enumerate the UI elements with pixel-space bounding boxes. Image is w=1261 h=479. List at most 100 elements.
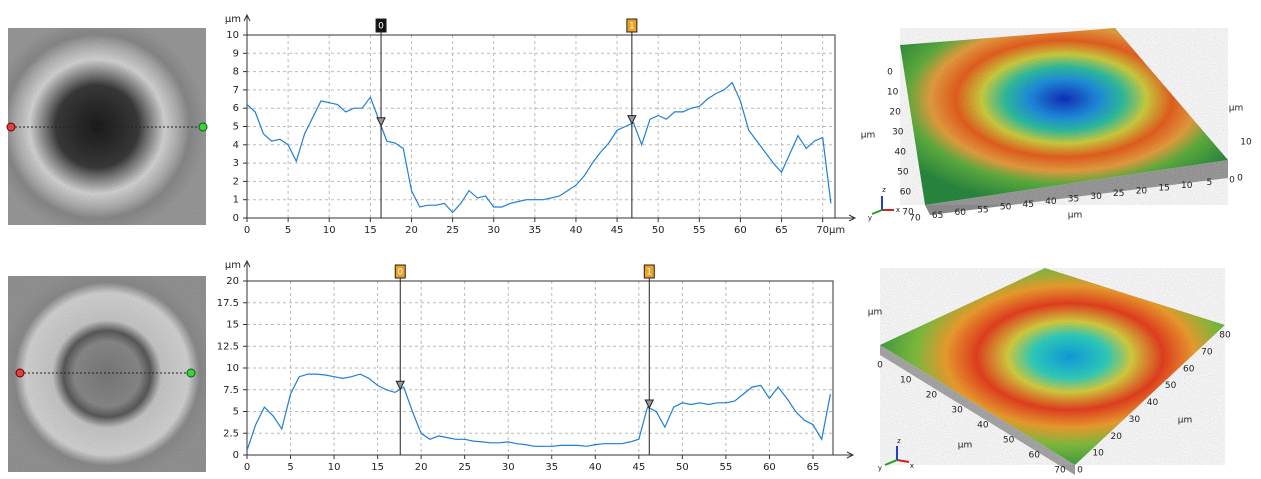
x-tick-label: 20 [415, 462, 428, 473]
x-tick-label: 15 [371, 462, 384, 473]
axis-triad [871, 196, 910, 466]
cursor-tag [394, 264, 406, 279]
y-tick-label: 10 [226, 30, 239, 41]
surface-tick-label: 50 [1165, 381, 1177, 391]
y-tick-label: 0 [233, 450, 239, 461]
surface-tick-label: 30 [1090, 192, 1102, 202]
surface-tick-label: 70 [1201, 347, 1213, 357]
y-tick-label: 2 [233, 176, 239, 187]
y-tick-label: 15 [226, 320, 239, 331]
surface-axis-label: μm [958, 441, 973, 451]
x-tick-label: 20 [405, 225, 418, 236]
surface-tick-label: 40 [977, 421, 989, 431]
y-tick-label: 7 [233, 85, 239, 96]
surface-tick-label: 15 [1158, 184, 1169, 194]
y-axis-label: μm [225, 14, 241, 25]
surface-tick-label: 40 [1147, 398, 1159, 408]
surface-axis-label: μm [868, 308, 883, 318]
surface-axis-label: μm [1178, 416, 1193, 426]
x-tick-label: 45 [611, 225, 624, 236]
surface-tick-label: 20 [889, 108, 901, 118]
surface-axis-label: μm [861, 131, 876, 141]
surface-tick-label: 10 [1240, 138, 1252, 148]
surface-axis-label: μm [1229, 104, 1244, 114]
cursor-label: 0 [397, 268, 403, 278]
axis-arrow [243, 13, 251, 22]
surface-tick-label: 10 [1092, 449, 1104, 459]
x-tick-label: 70 [816, 225, 829, 236]
y-tick-label: 10 [226, 363, 239, 374]
x-tick-label: 0 [244, 462, 250, 473]
axis-arrow [846, 451, 855, 459]
x-tick-label: 55 [720, 462, 733, 473]
x-tick-label: 60 [763, 462, 776, 473]
cursor-marker [395, 380, 406, 391]
y-tick-label: 7.5 [223, 385, 239, 396]
x-tick-label: 45 [632, 462, 645, 473]
surface-tick-label: 60 [955, 208, 967, 218]
y-tick-label: 20 [226, 276, 239, 287]
cursor-tag [375, 18, 387, 33]
cursor-label: 1 [646, 268, 652, 278]
surface-tick-label: 0 [1077, 466, 1083, 476]
y-tick-label: 1 [233, 195, 239, 206]
surface-tick-label: 30 [951, 406, 963, 416]
sem-image [8, 276, 206, 472]
x-tick-label: 25 [446, 225, 459, 236]
cursor-label: 1 [629, 22, 635, 32]
surface-tick-label: 40 [895, 148, 907, 158]
x-tick-label: 10 [323, 225, 336, 236]
surface-tick-label: 20 [926, 391, 938, 401]
y-tick-label: 4 [233, 140, 239, 151]
axis-arrow [243, 259, 251, 268]
x-tick-label: 25 [458, 462, 471, 473]
axis-arrow [848, 214, 857, 222]
x-tick-label: 30 [487, 225, 500, 236]
surface-tick-label: 25 [1113, 189, 1124, 199]
x-tick-label: 55 [693, 225, 706, 236]
cursor-marker [627, 115, 637, 125]
y-tick-label: 12.5 [217, 341, 239, 352]
surface-tick-label: 35 [1068, 195, 1079, 205]
cursor-tag [643, 264, 655, 279]
cursor-marker [376, 117, 386, 127]
surface-tick-label: 65 [932, 211, 943, 221]
surface-axis-label: μm [1068, 211, 1083, 221]
surface-tick-label: 0 [877, 361, 883, 371]
y-tick-label: 5 [233, 122, 239, 133]
y-tick-label: 5 [233, 407, 239, 418]
x-tick-label: 5 [287, 462, 293, 473]
surface-tick-label: 60 [1029, 451, 1041, 461]
x-tick-label: 10 [328, 462, 341, 473]
x-tick-label: 0 [244, 225, 250, 236]
triad-label: z [882, 186, 886, 194]
surface-tick-label: 45 [1022, 200, 1033, 210]
triad-label: x [896, 206, 900, 214]
x-tick-label: 65 [775, 225, 788, 236]
x-axis-label: μm [829, 225, 845, 236]
surface-tick-label: 40 [1045, 197, 1057, 207]
surface-tick-label: 5 [1206, 178, 1212, 188]
y-tick-label: 3 [233, 158, 239, 169]
y-tick-label: 17.5 [217, 298, 239, 309]
surface-tick-label: 70 [902, 208, 914, 218]
surface-tick-label: 30 [1129, 415, 1141, 425]
x-tick-label: 50 [652, 225, 665, 236]
x-tick-label: 40 [589, 462, 602, 473]
profile-line [246, 81, 832, 214]
x-tick-label: 35 [545, 462, 558, 473]
surface-tick-label: 10 [887, 88, 899, 98]
x-tick-label: 50 [676, 462, 689, 473]
surface-tick-label: 80 [1219, 331, 1231, 341]
x-tick-label: 65 [807, 462, 820, 473]
surface-tick-label: 60 [1183, 364, 1195, 374]
x-tick-label: 35 [528, 225, 541, 236]
x-tick-label: 5 [285, 225, 291, 236]
surface-3d [880, 268, 1225, 475]
surface-tick-label: 50 [1000, 203, 1012, 213]
surface-tick-label: 50 [1003, 436, 1015, 446]
surface-tick-label: 30 [892, 128, 904, 138]
